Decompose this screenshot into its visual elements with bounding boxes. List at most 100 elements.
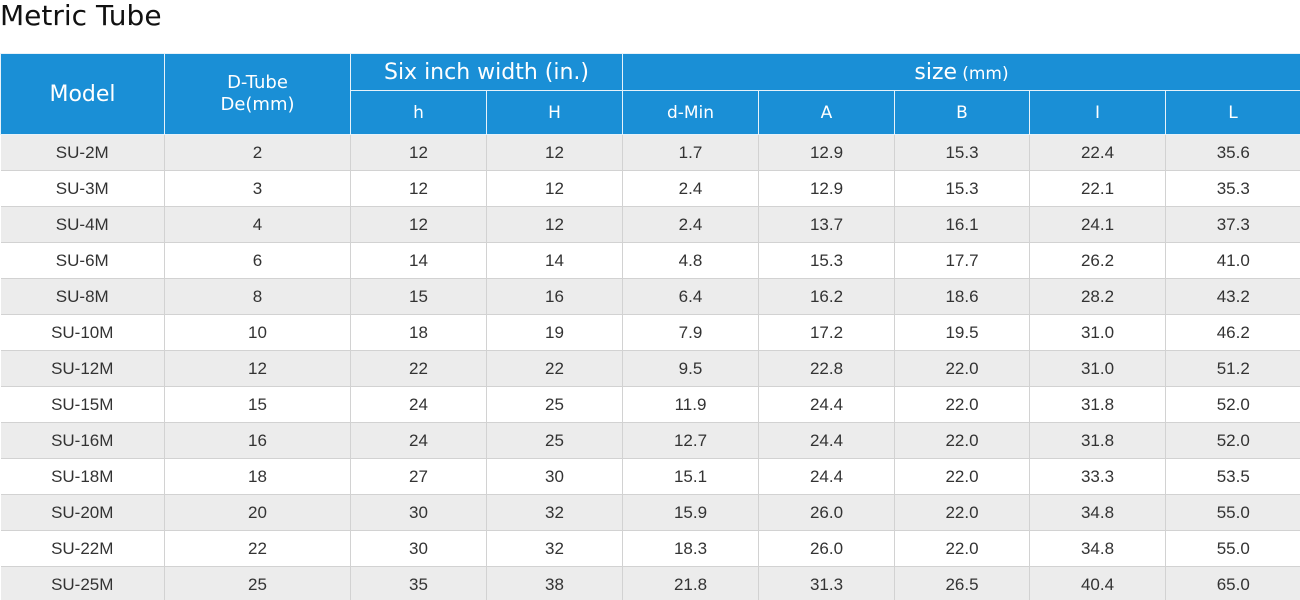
cell-L: 46.2 <box>1165 314 1300 351</box>
size-label: size <box>914 59 958 85</box>
cell-model: SU-8M <box>0 278 165 315</box>
cell-d-min: 9.5 <box>622 350 759 387</box>
table-row: SU-6M 6 14 14 4.8 15.3 17.7 26.2 41.0 <box>0 242 1300 279</box>
cell-h: 27 <box>350 458 487 495</box>
cell-I: 33.3 <box>1029 458 1166 495</box>
cell-L: 52.0 <box>1165 422 1300 459</box>
cell-d-tube: 15 <box>164 386 351 423</box>
cell-A: 22.8 <box>758 350 895 387</box>
cell-B: 22.0 <box>894 494 1030 531</box>
cell-A: 24.4 <box>758 458 895 495</box>
cell-h: 18 <box>350 314 487 351</box>
cell-B: 22.0 <box>894 458 1030 495</box>
cell-I: 31.8 <box>1029 386 1166 423</box>
cell-d-min: 18.3 <box>622 530 759 567</box>
cell-I: 34.8 <box>1029 494 1166 531</box>
cell-H: 12 <box>486 134 623 171</box>
cell-d-min: 1.7 <box>622 134 759 171</box>
size-unit-label: (mm) <box>962 63 1009 84</box>
column-header-model: Model <box>0 53 165 135</box>
cell-model: SU-4M <box>0 206 165 243</box>
cell-model: SU-3M <box>0 170 165 207</box>
cell-h: 12 <box>350 134 487 171</box>
cell-H: 30 <box>486 458 623 495</box>
column-header-H: H <box>486 90 623 135</box>
table-row: SU-2M 2 12 12 1.7 12.9 15.3 22.4 35.6 <box>0 134 1300 171</box>
cell-B: 17.7 <box>894 242 1030 279</box>
cell-model: SU-25M <box>0 566 165 600</box>
cell-A: 26.0 <box>758 494 895 531</box>
cell-h: 35 <box>350 566 487 600</box>
cell-h: 14 <box>350 242 487 279</box>
cell-h: 15 <box>350 278 487 315</box>
cell-h: 12 <box>350 206 487 243</box>
cell-model: SU-15M <box>0 386 165 423</box>
cell-d-tube: 8 <box>164 278 351 315</box>
cell-model: SU-22M <box>0 530 165 567</box>
cell-A: 15.3 <box>758 242 895 279</box>
cell-H: 25 <box>486 386 623 423</box>
cell-H: 25 <box>486 422 623 459</box>
column-header-d-min: d-Min <box>622 90 759 135</box>
cell-A: 26.0 <box>758 530 895 567</box>
table-row: SU-25M 25 35 38 21.8 31.3 26.5 40.4 65.0 <box>0 566 1300 600</box>
cell-L: 52.0 <box>1165 386 1300 423</box>
cell-model: SU-16M <box>0 422 165 459</box>
cell-h: 22 <box>350 350 487 387</box>
cell-L: 35.3 <box>1165 170 1300 207</box>
cell-A: 17.2 <box>758 314 895 351</box>
cell-L: 53.5 <box>1165 458 1300 495</box>
cell-d-min: 21.8 <box>622 566 759 600</box>
cell-d-tube: 22 <box>164 530 351 567</box>
metric-tube-table: Model D-Tube De(mm) Six inch width (in.)… <box>0 53 1300 600</box>
column-group-six-inch-width: Six inch width (in.) <box>350 53 623 91</box>
cell-model: SU-6M <box>0 242 165 279</box>
cell-d-min: 15.9 <box>622 494 759 531</box>
cell-H: 32 <box>486 530 623 567</box>
cell-d-min: 2.4 <box>622 170 759 207</box>
cell-A: 12.9 <box>758 134 895 171</box>
cell-B: 15.3 <box>894 134 1030 171</box>
cell-L: 65.0 <box>1165 566 1300 600</box>
cell-B: 19.5 <box>894 314 1030 351</box>
cell-I: 31.0 <box>1029 314 1166 351</box>
cell-B: 15.3 <box>894 170 1030 207</box>
cell-L: 55.0 <box>1165 494 1300 531</box>
cell-H: 32 <box>486 494 623 531</box>
cell-h: 12 <box>350 170 487 207</box>
cell-h: 30 <box>350 530 487 567</box>
cell-A: 24.4 <box>758 386 895 423</box>
table-row: SU-8M 8 15 16 6.4 16.2 18.6 28.2 43.2 <box>0 278 1300 315</box>
cell-H: 19 <box>486 314 623 351</box>
table-row: SU-20M 20 30 32 15.9 26.0 22.0 34.8 55.0 <box>0 494 1300 531</box>
table-header: Model D-Tube De(mm) Six inch width (in.)… <box>0 53 1300 135</box>
cell-A: 31.3 <box>758 566 895 600</box>
cell-L: 37.3 <box>1165 206 1300 243</box>
cell-B: 26.5 <box>894 566 1030 600</box>
cell-B: 22.0 <box>894 422 1030 459</box>
table-row: SU-4M 4 12 12 2.4 13.7 16.1 24.1 37.3 <box>0 206 1300 243</box>
cell-I: 28.2 <box>1029 278 1166 315</box>
cell-model: SU-20M <box>0 494 165 531</box>
d-tube-label: D-Tube <box>227 72 288 93</box>
cell-A: 24.4 <box>758 422 895 459</box>
cell-B: 22.0 <box>894 530 1030 567</box>
cell-d-min: 15.1 <box>622 458 759 495</box>
cell-d-tube: 16 <box>164 422 351 459</box>
cell-H: 12 <box>486 206 623 243</box>
column-header-h: h <box>350 90 487 135</box>
cell-d-tube: 25 <box>164 566 351 600</box>
column-header-B: B <box>894 90 1030 135</box>
cell-d-min: 4.8 <box>622 242 759 279</box>
cell-B: 18.6 <box>894 278 1030 315</box>
cell-d-tube: 3 <box>164 170 351 207</box>
cell-L: 43.2 <box>1165 278 1300 315</box>
d-tube-unit-label: De(mm) <box>220 94 295 115</box>
cell-d-min: 7.9 <box>622 314 759 351</box>
cell-B: 22.0 <box>894 350 1030 387</box>
cell-d-tube: 2 <box>164 134 351 171</box>
cell-h: 24 <box>350 386 487 423</box>
cell-model: SU-12M <box>0 350 165 387</box>
table-row: SU-15M 15 24 25 11.9 24.4 22.0 31.8 52.0 <box>0 386 1300 423</box>
cell-B: 16.1 <box>894 206 1030 243</box>
